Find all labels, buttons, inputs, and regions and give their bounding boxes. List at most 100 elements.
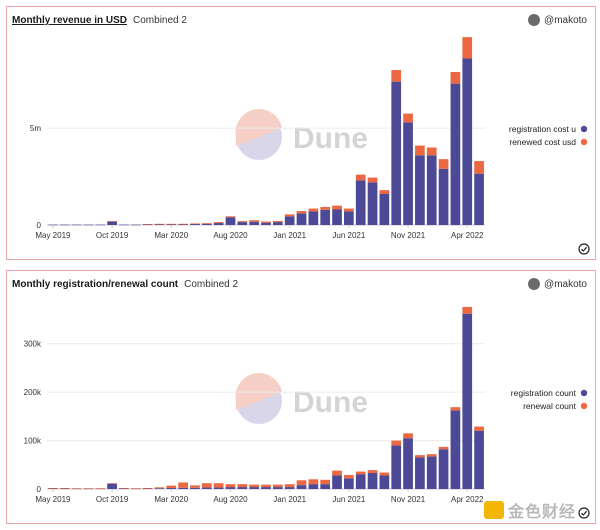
bar-segment-primary[interactable] xyxy=(426,155,437,225)
bar-segment-secondary[interactable] xyxy=(261,221,271,223)
bar-segment-secondary[interactable] xyxy=(379,190,390,195)
bar-segment-secondary[interactable] xyxy=(320,479,331,485)
bar-segment-primary[interactable] xyxy=(296,485,307,489)
bar-segment-primary[interactable] xyxy=(462,58,473,226)
bar-segment-secondary[interactable] xyxy=(403,433,413,439)
bar-segment-secondary[interactable] xyxy=(367,177,378,183)
bar-segment-primary[interactable] xyxy=(178,487,188,489)
bar-segment-secondary[interactable] xyxy=(355,471,366,475)
bar-segment-secondary[interactable] xyxy=(332,470,342,476)
chart-title[interactable]: Monthly revenue in USD xyxy=(12,15,128,26)
bar-segment-primary[interactable] xyxy=(379,194,390,225)
bar-segment-primary[interactable] xyxy=(272,222,283,225)
bar-segment-primary[interactable] xyxy=(450,410,461,489)
bar-segment-primary[interactable] xyxy=(59,224,70,226)
bar-segment-secondary[interactable] xyxy=(48,488,58,489)
bar-segment-secondary[interactable] xyxy=(332,205,342,210)
bar-segment-secondary[interactable] xyxy=(284,214,295,217)
bar-segment-secondary[interactable] xyxy=(83,488,94,489)
bar-segment-secondary[interactable] xyxy=(261,484,271,488)
bar-segment-primary[interactable] xyxy=(284,216,295,225)
check-circle-icon[interactable] xyxy=(578,243,590,255)
bar-segment-primary[interactable] xyxy=(201,487,212,489)
bar-segment-secondary[interactable] xyxy=(213,222,224,224)
bar-segment-secondary[interactable] xyxy=(130,488,141,489)
bar-segment-primary[interactable] xyxy=(190,487,200,489)
bar-segment-primary[interactable] xyxy=(320,484,331,489)
bar-segment-secondary[interactable] xyxy=(249,220,260,222)
bar-segment-primary[interactable] xyxy=(225,487,236,489)
bar-segment-secondary[interactable] xyxy=(462,37,473,59)
bar-segment-secondary[interactable] xyxy=(438,159,449,169)
bar-segment-secondary[interactable] xyxy=(154,223,165,225)
bar-segment-secondary[interactable] xyxy=(142,224,153,225)
bar-segment-secondary[interactable] xyxy=(296,211,307,214)
bar-segment-primary[interactable] xyxy=(344,211,354,225)
bar-segment-secondary[interactable] xyxy=(426,147,437,156)
bar-segment-primary[interactable] xyxy=(59,488,70,489)
bar-segment-secondary[interactable] xyxy=(272,484,283,488)
legend-label[interactable]: renewed cost usd xyxy=(509,137,576,147)
bar-segment-secondary[interactable] xyxy=(119,488,129,489)
bar-segment-primary[interactable] xyxy=(426,456,437,489)
legend-label[interactable]: registration cost u xyxy=(509,124,576,134)
bar-segment-secondary[interactable] xyxy=(403,113,413,123)
bar-segment-primary[interactable] xyxy=(237,222,248,225)
bar-segment-secondary[interactable] xyxy=(308,479,319,485)
bar-segment-secondary[interactable] xyxy=(474,161,484,174)
bar-segment-secondary[interactable] xyxy=(107,221,117,222)
bar-segment-primary[interactable] xyxy=(237,487,248,489)
bar-segment-primary[interactable] xyxy=(415,155,425,225)
bar-segment-primary[interactable] xyxy=(474,173,484,225)
chart-title[interactable]: Monthly registration/renewal count xyxy=(12,279,179,290)
bar-segment-primary[interactable] xyxy=(296,213,307,225)
legend-label[interactable]: registration count xyxy=(511,388,577,398)
bar-segment-secondary[interactable] xyxy=(391,440,402,446)
bar-segment-primary[interactable] xyxy=(213,223,224,225)
bar-segment-secondary[interactable] xyxy=(154,487,165,489)
bar-segment-secondary[interactable] xyxy=(367,470,378,474)
bar-segment-secondary[interactable] xyxy=(178,482,188,488)
bar-segment-primary[interactable] xyxy=(355,474,366,489)
bar-segment-secondary[interactable] xyxy=(178,223,188,225)
bar-segment-primary[interactable] xyxy=(190,224,200,225)
bar-segment-secondary[interactable] xyxy=(142,488,153,489)
bar-segment-primary[interactable] xyxy=(95,224,106,226)
bar-segment-secondary[interactable] xyxy=(284,484,295,488)
legend-label[interactable]: renewal count xyxy=(523,401,577,411)
check-circle-icon[interactable] xyxy=(578,507,590,519)
bar-segment-secondary[interactable] xyxy=(296,480,307,486)
bar-segment-primary[interactable] xyxy=(474,430,484,489)
bar-segment-primary[interactable] xyxy=(119,488,129,489)
bar-segment-primary[interactable] xyxy=(107,221,117,225)
bar-segment-secondary[interactable] xyxy=(450,71,461,84)
bar-segment-secondary[interactable] xyxy=(415,145,425,156)
bar-segment-primary[interactable] xyxy=(107,483,117,489)
bar-segment-primary[interactable] xyxy=(415,457,425,489)
bar-segment-primary[interactable] xyxy=(308,211,319,225)
bar-segment-primary[interactable] xyxy=(344,478,354,489)
bar-segment-primary[interactable] xyxy=(166,224,177,225)
bar-segment-secondary[interactable] xyxy=(107,483,117,484)
bar-segment-primary[interactable] xyxy=(249,487,260,489)
bar-segment-secondary[interactable] xyxy=(320,206,331,210)
bar-segment-primary[interactable] xyxy=(438,449,449,489)
bar-segment-primary[interactable] xyxy=(284,487,295,489)
bar-segment-primary[interactable] xyxy=(367,182,378,225)
bar-segment-secondary[interactable] xyxy=(213,483,224,488)
bar-segment-secondary[interactable] xyxy=(237,221,248,223)
bar-segment-secondary[interactable] xyxy=(166,223,177,225)
bar-segment-primary[interactable] xyxy=(154,224,165,225)
bar-segment-primary[interactable] xyxy=(391,81,402,225)
bar-segment-secondary[interactable] xyxy=(272,220,283,223)
bar-segment-secondary[interactable] xyxy=(344,208,354,212)
bar-segment-primary[interactable] xyxy=(48,224,58,226)
bar-segment-secondary[interactable] xyxy=(201,223,212,224)
bar-segment-primary[interactable] xyxy=(261,487,271,489)
bar-segment-secondary[interactable] xyxy=(344,474,354,479)
bar-segment-secondary[interactable] xyxy=(391,70,402,82)
bar-segment-primary[interactable] xyxy=(308,484,319,489)
bar-segment-primary[interactable] xyxy=(438,168,449,225)
bar-segment-secondary[interactable] xyxy=(308,208,319,212)
bar-segment-secondary[interactable] xyxy=(355,174,366,181)
